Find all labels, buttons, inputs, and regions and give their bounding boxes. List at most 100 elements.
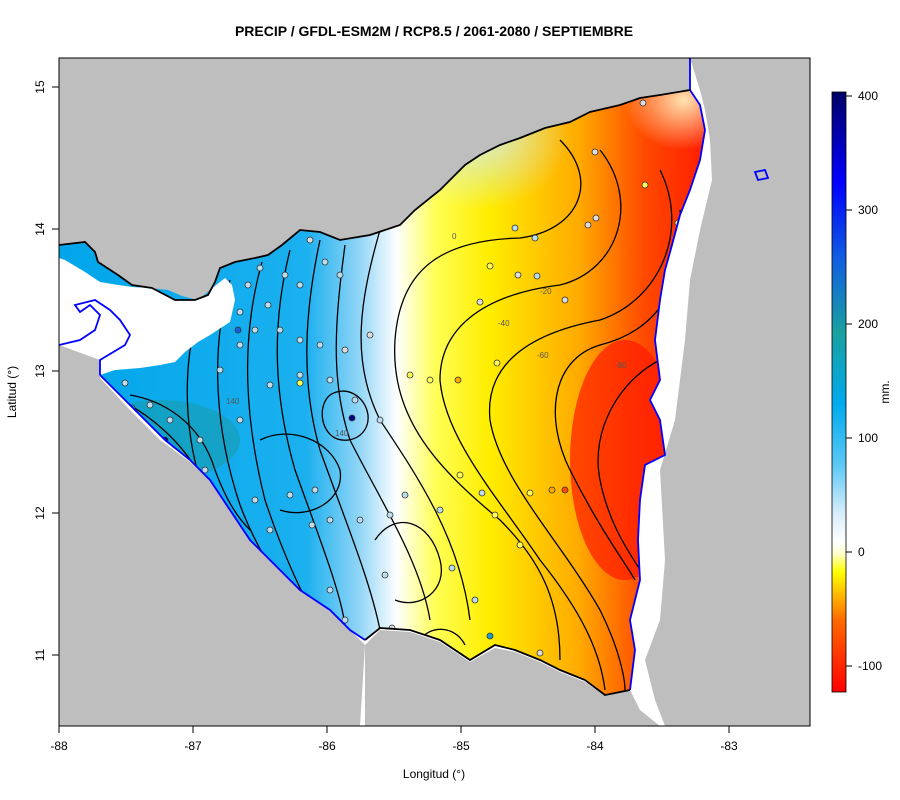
- station-marker: [639, 99, 647, 107]
- station-marker: [351, 396, 359, 404]
- y-tick-label: 12: [33, 506, 47, 520]
- station-marker: [201, 466, 209, 474]
- contour-80: [276, 249, 346, 626]
- station-marker: [341, 346, 349, 354]
- station-marker: [531, 234, 539, 242]
- contour-label: -40: [498, 319, 510, 328]
- station-marker: [281, 271, 289, 279]
- station-marker: [296, 371, 304, 379]
- y-tick-label: 13: [33, 364, 47, 378]
- contour-closed-center: [321, 390, 369, 441]
- contour-neg40: [488, 169, 673, 691]
- x-axis-label: Longitud (°): [403, 767, 465, 781]
- contour-label: 140: [335, 429, 349, 438]
- station-marker: [251, 326, 259, 334]
- x-tick-label: -87: [184, 739, 202, 753]
- station-marker: [406, 371, 414, 379]
- contour-label: 0: [452, 232, 457, 241]
- station-marker: [592, 214, 600, 222]
- contour-140b: [129, 394, 251, 531]
- pacific-region: [59, 345, 365, 726]
- y-axis-label: Latitud (°): [5, 366, 19, 418]
- station-marker: [641, 181, 649, 189]
- station-marker: [296, 281, 304, 289]
- honduras-land: [59, 58, 690, 300]
- station-marker: [548, 486, 556, 494]
- station-marker: [326, 516, 334, 524]
- colorbar: 400 300 200 100 0 -100 mm.: [831, 89, 892, 693]
- station-marker: [514, 271, 522, 279]
- x-tick-label: -88: [50, 739, 68, 753]
- colorbar-tick-label: 200: [858, 317, 878, 331]
- station-marker: [256, 264, 264, 272]
- station-marker: [264, 301, 272, 309]
- x-tick-label: -83: [720, 739, 738, 753]
- colorbar-ticks: 400 300 200 100 0 -100: [846, 89, 882, 673]
- station-marker: [436, 506, 444, 514]
- contour-neg80: [597, 359, 661, 571]
- colorbar-ramp: [831, 91, 847, 693]
- caribbean-coast: [629, 58, 706, 691]
- station-marker: [381, 571, 389, 579]
- station-marker: [276, 326, 284, 334]
- station-marker: [486, 632, 494, 640]
- honduras-border: [59, 89, 691, 301]
- pacific-coast: [99, 374, 366, 641]
- station-marker: [448, 564, 456, 572]
- costa-rica-land: [365, 630, 660, 726]
- station-marker: [536, 649, 544, 657]
- colorbar-tick-label: -100: [858, 659, 882, 673]
- station-marker: [533, 272, 541, 280]
- station-marker: [236, 308, 244, 316]
- station-marker: [401, 491, 409, 499]
- station-marker: [166, 416, 174, 424]
- contour-label: 140: [226, 397, 240, 406]
- contour-label: -20: [540, 287, 552, 296]
- x-axis: -88 -87 -86 -85 -84 -83 Longitud (°): [50, 726, 738, 781]
- station-marker: [146, 401, 154, 409]
- station-marker: [266, 526, 274, 534]
- station-marker: [316, 341, 324, 349]
- station-marker: [308, 521, 316, 529]
- coastline: [59, 58, 770, 691]
- station-marker: [244, 281, 252, 289]
- station-marker: [236, 341, 244, 349]
- station-marker: [196, 436, 204, 444]
- contour-south: [374, 522, 443, 604]
- station-marker: [454, 376, 462, 384]
- colorbar-tick-label: 400: [858, 89, 878, 103]
- station-marker: [251, 496, 259, 504]
- station-marker: [584, 221, 592, 229]
- station-marker: [386, 511, 394, 519]
- station-marker: [426, 376, 434, 384]
- station-marker: [591, 148, 599, 156]
- station-marker: [234, 326, 242, 334]
- station-marker: [341, 616, 349, 624]
- station-marker: [326, 376, 334, 384]
- station-marker: [296, 336, 304, 344]
- station-marker: [348, 414, 356, 422]
- plot-frame: [58, 57, 811, 727]
- borders: [59, 89, 691, 696]
- station-marker: [486, 262, 494, 270]
- contour-0: [394, 139, 582, 661]
- station-marker: [471, 596, 479, 604]
- island-coast: [753, 168, 770, 182]
- station-marker: [491, 511, 499, 519]
- contour-label: -60: [537, 351, 549, 360]
- contour-label: -80: [615, 361, 627, 370]
- gulf-fonseca-coast: [59, 299, 132, 375]
- station-marker: [493, 359, 501, 367]
- station-marker: [296, 379, 304, 387]
- contour-100: [246, 261, 316, 616]
- station-marker: [266, 381, 274, 389]
- contour-central: [259, 433, 342, 514]
- station-marker: [326, 586, 334, 594]
- colorbar-tick-label: 0: [858, 545, 865, 559]
- colorbar-tick-label: 300: [858, 203, 878, 217]
- station-marker: [321, 258, 329, 266]
- station-marker: [561, 486, 569, 494]
- station-marker: [336, 271, 344, 279]
- station-marker: [376, 416, 384, 424]
